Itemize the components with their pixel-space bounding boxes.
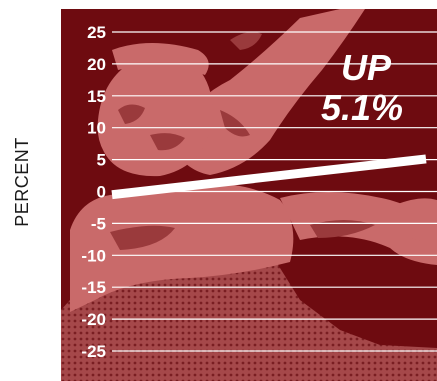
y-tick-label: 20	[87, 55, 106, 74]
y-axis-label: PERCENT	[12, 137, 32, 227]
annotation-line1: UP	[341, 47, 392, 88]
y-tick-label: 0	[97, 183, 106, 202]
y-tick-label: -25	[81, 342, 106, 361]
y-tick-labels: 25 20 15 10 5 0 -5 -10 -15 -20 -25	[81, 23, 106, 361]
series	[111, 154, 427, 200]
y-tick-label: -20	[81, 310, 106, 329]
y-tick-label: -5	[91, 214, 106, 233]
y-tick-label: 25	[87, 23, 106, 42]
y-tick-label: 15	[87, 87, 106, 106]
series-line	[111, 154, 427, 200]
annotation-line2: 5.1%	[321, 87, 403, 128]
y-tick-label: -10	[81, 246, 106, 265]
y-tick-label: 10	[87, 119, 106, 138]
y-tick-label: -15	[81, 278, 106, 297]
y-tick-label: 5	[97, 151, 106, 170]
